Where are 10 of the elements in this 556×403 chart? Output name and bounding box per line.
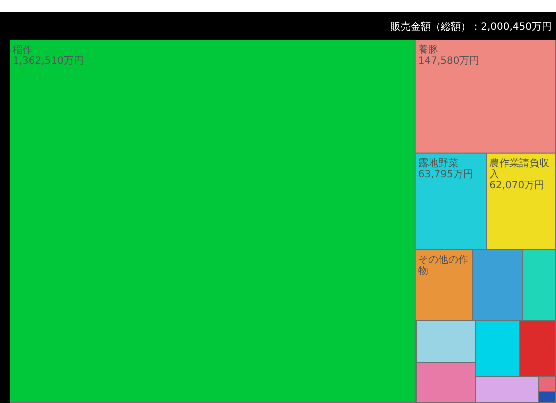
- title: 販売金額（総額）：2,000,450万円: [391, 22, 552, 33]
- category-label: 養豚: [418, 44, 438, 56]
- category-label: 稲作: [13, 45, 33, 56]
- category-label: 露地野菜: [418, 157, 458, 170]
- data-label: 147,580万円: [418, 56, 480, 67]
- data-label: 63,795万円: [418, 169, 474, 180]
- category-label: その他の作物: [418, 254, 468, 277]
- data-label: 62,070万円: [490, 180, 545, 192]
- data-label: 1,362,510万円: [13, 56, 84, 67]
- category-label: 農作業請負収入: [490, 157, 550, 180]
